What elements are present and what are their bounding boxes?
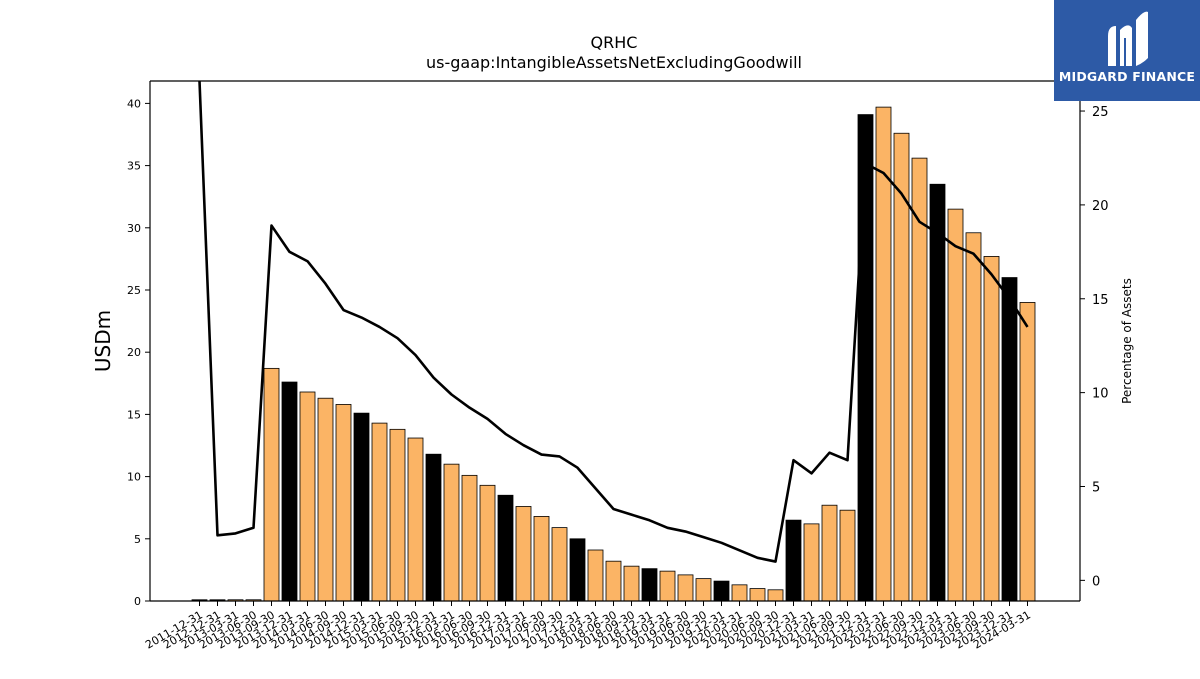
bar: [965, 232, 982, 602]
bar: [929, 183, 946, 602]
percentage-line: [198, 81, 1029, 563]
bar: [587, 549, 604, 602]
chart-title: QRHC: [591, 33, 638, 52]
bar: [839, 509, 856, 602]
bar: [479, 484, 496, 602]
bar: [407, 437, 424, 602]
bar: [803, 523, 820, 602]
y-tick-label: 40: [127, 97, 141, 110]
bar: [569, 538, 586, 602]
bar: [857, 114, 874, 602]
bar: [335, 404, 352, 602]
bar: [371, 422, 388, 602]
bar: [821, 504, 838, 602]
bar: [749, 588, 766, 602]
y2-axis-label: Percentage of Assets: [1120, 278, 1134, 404]
bar: [1001, 277, 1018, 602]
y-tick-label: 10: [127, 471, 141, 484]
bar: [695, 578, 712, 602]
bar: [659, 570, 676, 602]
y-tick-label: 30: [127, 222, 141, 235]
bar: [551, 527, 568, 602]
y2-tick-label: 15: [1092, 293, 1109, 308]
bar: [497, 494, 514, 602]
bar: [983, 256, 1000, 602]
bar: [731, 584, 748, 602]
bar: [461, 474, 478, 602]
y-tick-label: 15: [127, 408, 141, 421]
y-tick-label: 20: [127, 346, 141, 359]
bar: [641, 568, 658, 602]
bar: [677, 574, 694, 602]
bar: [389, 428, 406, 602]
bar: [317, 397, 334, 602]
bar: [947, 208, 964, 602]
y-tick-label: 0: [134, 595, 141, 608]
bar: [623, 565, 640, 602]
y2-tick-label: 20: [1092, 199, 1109, 214]
y-tick-label: 35: [127, 160, 141, 173]
midgard-monogram-icon: [1108, 11, 1148, 66]
bar: [767, 589, 784, 602]
bar: [1019, 302, 1036, 602]
bar: [443, 463, 460, 602]
bar: [533, 516, 550, 602]
y2-tick-label: 5: [1092, 480, 1100, 495]
bar: [515, 506, 532, 602]
y-axis-label: USDm: [91, 310, 115, 372]
y-tick-label: 5: [134, 533, 141, 546]
bar: [785, 519, 802, 602]
chart-subtitle: us-gaap:IntangibleAssetsNetExcludingGood…: [426, 53, 802, 72]
y2-tick-label: 25: [1092, 105, 1109, 120]
y2-tick-label: 10: [1092, 387, 1109, 402]
bar: [713, 580, 730, 602]
bar: [875, 106, 892, 602]
bar: [605, 560, 622, 602]
y2-tick-label: 0: [1092, 574, 1100, 589]
bar: [299, 391, 316, 602]
midgard-finance-logo: MIDGARD FINANCE: [1054, 0, 1200, 101]
y-tick-label: 25: [127, 284, 141, 297]
bar: [425, 453, 442, 602]
bar: [281, 381, 298, 602]
bar: [353, 412, 370, 602]
logo-text: MIDGARD FINANCE: [1058, 69, 1196, 84]
bar: [263, 367, 280, 602]
